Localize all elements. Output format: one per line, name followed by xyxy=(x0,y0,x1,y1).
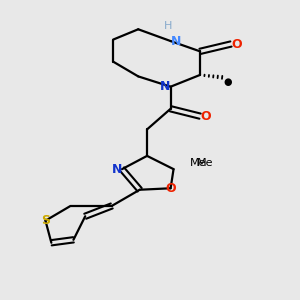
Text: H: H xyxy=(164,21,172,31)
Text: O: O xyxy=(231,38,242,50)
Text: N: N xyxy=(171,34,181,48)
Text: N: N xyxy=(112,163,122,176)
Text: ●: ● xyxy=(224,77,232,87)
Text: S: S xyxy=(41,214,50,227)
Text: N: N xyxy=(160,80,171,93)
Text: O: O xyxy=(200,110,211,123)
Text: Me: Me xyxy=(190,158,206,168)
Text: Me: Me xyxy=(197,158,214,168)
Text: O: O xyxy=(165,182,176,195)
